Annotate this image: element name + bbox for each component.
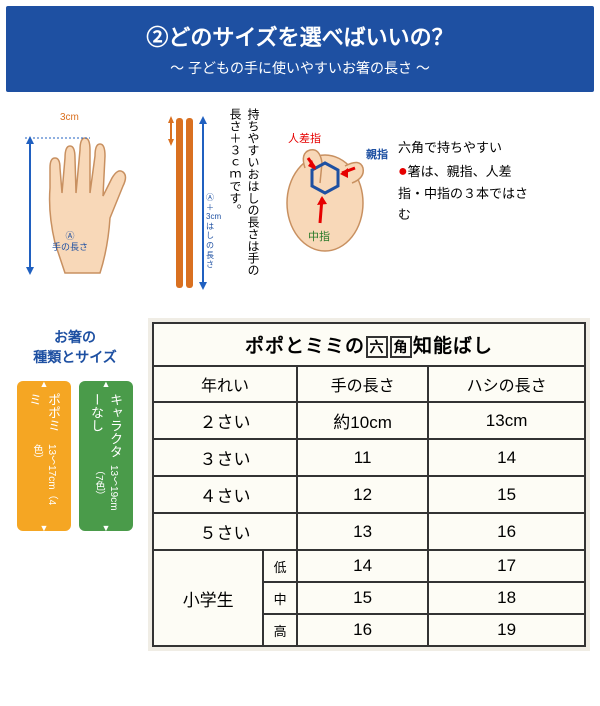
bullet-icon: ● — [398, 163, 408, 180]
label-3cm: 3cm — [60, 112, 79, 123]
sidebar: お箸の 種類とサイズ ポポミミ 13〜17cm（4色） キャラクターなし 13〜… — [10, 318, 140, 531]
header-title: ②どのサイズを選べばいいの？ — [16, 20, 584, 52]
vertical-description: 持ちやすいおはしの長さは手の長さ＋３ｃｍです。 — [226, 108, 262, 278]
header-subtitle: 〜 子どもの手に使いやすいお箸の長さ 〜 — [16, 58, 584, 78]
grip-description: 六角で持ちやすい ●箸は、親指、人差指・中指の３本ではさむ — [398, 108, 528, 226]
header-banner: ②どのサイズを選べばいいの？ 〜 子どもの手に使いやすいお箸の長さ 〜 — [6, 6, 594, 92]
chopsticks-diagram: Ⓐ＋3cm はしの長さ — [168, 108, 218, 298]
col-hand: 手の長さ — [297, 366, 428, 402]
diagram-section: 3cm Ⓐ 手の長さ Ⓐ＋3cm はしの長さ 持ちやすいおはしの長さは手の長さ＋… — [0, 98, 600, 318]
size-table: ポポとミミの六角知能ばし 年れい 手の長さ ハシの長さ ２さい約10cm13cm… — [152, 322, 586, 647]
bottom-section: お箸の 種類とサイズ ポポミミ 13〜17cm（4色） キャラクターなし 13〜… — [0, 318, 600, 651]
col-chop: ハシの長さ — [428, 366, 585, 402]
sidebar-title: お箸の 種類とサイズ — [10, 328, 140, 367]
size-table-wrap: ポポとミミの六角知能ばし 年れい 手の長さ ハシの長さ ２さい約10cm13cm… — [148, 318, 590, 651]
grip-line2: ●箸は、親指、人差指・中指の３本ではさむ — [398, 159, 528, 226]
label-middle-finger: 中指 — [308, 228, 330, 244]
table-row: ２さい約10cm13cm — [153, 402, 585, 439]
table-header-row: 年れい 手の長さ ハシの長さ — [153, 366, 585, 402]
table-row: ４さい1215 — [153, 476, 585, 513]
grip-line1: 六角で持ちやすい — [398, 138, 528, 159]
label-thumb: 親指 — [366, 146, 388, 162]
col-age: 年れい — [153, 366, 297, 402]
badge-nochar: キャラクターなし 13〜19cm（7色） — [79, 381, 133, 531]
label-index-finger: 人差指 — [288, 130, 321, 146]
open-hand-diagram: 3cm Ⓐ 手の長さ — [20, 108, 160, 278]
table-row: ３さい1114 — [153, 439, 585, 476]
table-row: 小学生低1417 — [153, 550, 585, 582]
badge-popomimi: ポポミミ 13〜17cm（4色） — [17, 381, 71, 531]
table-row: ５さい1316 — [153, 513, 585, 550]
chop-length-label: Ⓐ＋3cm はしの長さ — [206, 193, 221, 270]
table-title: ポポとミミの六角知能ばし — [153, 323, 585, 366]
hand-length-label: Ⓐ 手の長さ — [52, 231, 88, 253]
badges-container: ポポミミ 13〜17cm（4色） キャラクターなし 13〜19cm（7色） — [10, 381, 140, 531]
grip-hand-diagram: 人差指 親指 中指 — [270, 108, 390, 278]
